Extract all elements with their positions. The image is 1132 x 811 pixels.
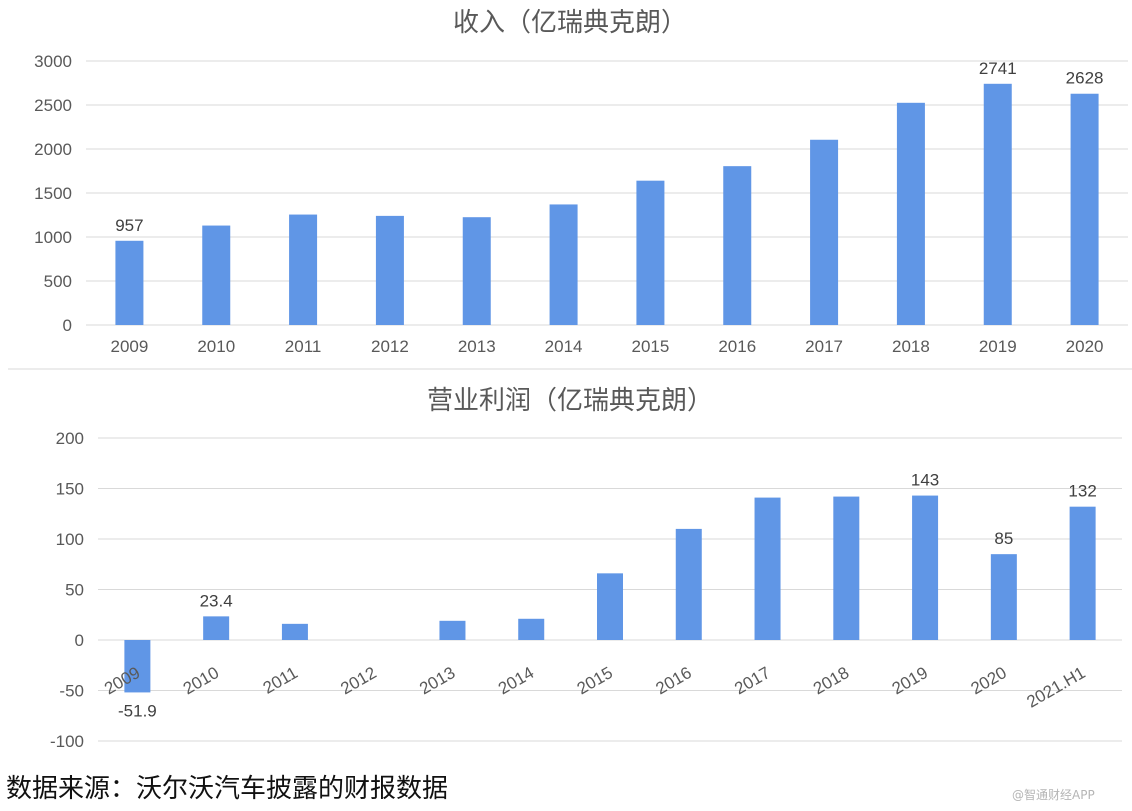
bar	[912, 495, 939, 640]
data-label: 85	[994, 529, 1013, 548]
y-tick-label: 500	[44, 272, 72, 291]
x-tick-label: 2012	[371, 337, 409, 356]
x-tick-label: 2011	[285, 337, 322, 356]
bar	[896, 102, 925, 325]
x-tick-label: 2010	[180, 663, 222, 698]
bar	[289, 214, 318, 325]
bar	[597, 573, 623, 640]
y-tick-label: 150	[56, 480, 84, 499]
source-note: 数据来源：沃尔沃汽车披露的财报数据	[6, 774, 449, 804]
bar	[636, 180, 665, 325]
y-tick-label: -50	[59, 682, 84, 701]
bar	[810, 139, 839, 325]
bar	[203, 616, 230, 640]
bar	[202, 225, 231, 325]
y-tick-label: 2500	[34, 96, 72, 115]
bar	[833, 496, 860, 640]
bar	[723, 166, 752, 325]
bar	[281, 623, 308, 640]
x-tick-label: 2011	[260, 663, 301, 698]
bar	[115, 240, 144, 325]
x-tick-label: 2014	[495, 663, 537, 698]
bar	[990, 554, 1017, 640]
data-label: -51.9	[118, 701, 157, 720]
bar	[549, 204, 578, 325]
watermark: @智通财经APP	[1012, 788, 1095, 802]
bar	[754, 497, 781, 640]
data-label: 957	[115, 216, 143, 235]
x-tick-label: 2015	[574, 663, 616, 698]
data-label: 132	[1068, 482, 1096, 501]
x-tick-label: 2020	[1066, 337, 1104, 356]
x-tick-label: 2012	[337, 663, 379, 698]
y-tick-label: 3000	[34, 52, 72, 71]
revenue-chart-title: 收入（亿瑞典克朗）	[453, 8, 687, 38]
x-tick-label: 2018	[892, 337, 930, 356]
operating-profit-chart-title: 营业利润（亿瑞典克朗）	[427, 386, 713, 416]
data-label: 2628	[1066, 69, 1104, 88]
y-tick-label: 0	[75, 631, 84, 650]
y-tick-label: 200	[56, 429, 84, 448]
bar	[1070, 93, 1099, 326]
x-tick-label: 2021.H1	[1023, 663, 1088, 712]
x-tick-label: 2009	[111, 337, 149, 356]
x-tick-label: 2017	[805, 337, 843, 356]
data-label: 23.4	[200, 591, 233, 610]
x-tick-label: 2018	[810, 663, 852, 698]
revenue-chart: 收入（亿瑞典克朗） 0 500 1000 1500 2000 2500 3000 957 200…	[34, 8, 1128, 356]
bar	[1069, 506, 1096, 640]
y-tick-label: 1500	[34, 184, 72, 203]
bar	[439, 620, 466, 640]
x-tick-label: 2017	[731, 663, 773, 698]
data-label: 2741	[979, 59, 1017, 78]
data-label: 143	[911, 471, 939, 490]
x-tick-label: 2016	[718, 337, 756, 356]
bar	[675, 528, 702, 640]
bar	[375, 215, 404, 325]
y-tick-label: -100	[50, 732, 84, 751]
x-tick-label: 2013	[416, 663, 458, 698]
y-tick-label: 1000	[34, 228, 72, 247]
bar	[983, 83, 1012, 326]
x-tick-label: 2010	[197, 337, 235, 356]
x-tick-label: 2013	[458, 337, 496, 356]
operating-profit-chart: 营业利润（亿瑞典克朗） -100-50050100150200-51.92009…	[50, 386, 1122, 751]
y-tick-label: 2000	[34, 140, 72, 159]
bar	[518, 618, 545, 640]
y-tick-label: 100	[56, 530, 84, 549]
y-tick-label: 50	[65, 581, 84, 600]
x-tick-label: 2019	[889, 663, 931, 698]
x-tick-label: 2019	[979, 337, 1017, 356]
bar	[462, 217, 491, 325]
x-tick-label: 2016	[653, 663, 695, 698]
x-tick-label: 2014	[545, 337, 583, 356]
y-tick-label: 0	[63, 316, 72, 335]
bar	[124, 640, 151, 693]
x-tick-label: 2015	[632, 337, 670, 356]
x-tick-label: 2020	[968, 663, 1010, 698]
